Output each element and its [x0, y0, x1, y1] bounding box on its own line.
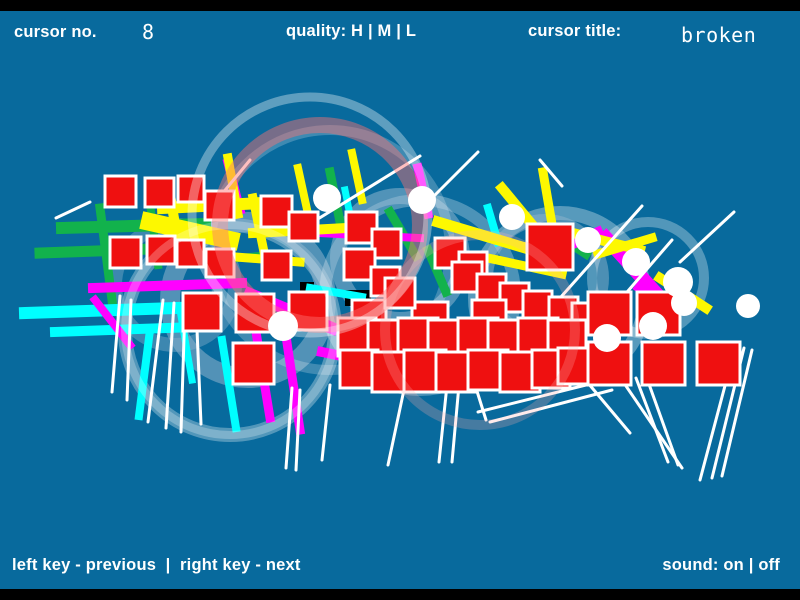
cursor-number-label: cursor no. — [14, 23, 97, 41]
sound-toggle[interactable]: sound: on | off — [662, 556, 780, 574]
cursor-title-label: cursor title: — [528, 22, 622, 40]
cursor-number-value: 8 — [142, 20, 155, 44]
cursor-title-value: broken — [681, 23, 757, 47]
top-black-bar — [0, 0, 800, 11]
quality-selector[interactable]: quality: H | M | L — [286, 22, 417, 40]
keyboard-nav-hint: left key - previous | right key - next — [12, 556, 301, 574]
bottom-black-bar — [0, 589, 800, 600]
